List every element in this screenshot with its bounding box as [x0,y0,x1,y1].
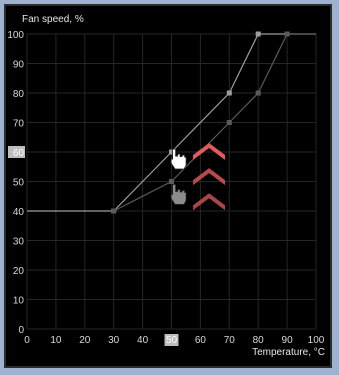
y-tick-label-70: 70 [13,119,25,130]
y-tick-label-90: 90 [13,60,25,71]
x-tick-label-60: 60 [195,335,207,346]
curve-point-1-3[interactable] [255,90,261,96]
x-tick-highlight [164,334,179,346]
x-tick-label-50: 50 [166,335,178,346]
y-axis-title: Fan speed, % [22,14,84,25]
x-tick-label-20: 20 [79,335,91,346]
curve-point-0-4[interactable] [255,31,261,37]
curve-point-1-0[interactable] [111,208,117,214]
cursor-ghost [170,184,187,205]
y-tick-label-50: 50 [13,178,25,189]
y-tick-label-60: 60 [13,148,25,159]
chevron-up-icon [193,143,226,161]
curve-point-1-4[interactable] [284,31,290,37]
x-axis-title: Temperature, °C [252,347,325,358]
curve-points [111,31,290,214]
y-tick-label-40: 40 [13,207,25,218]
cursors [170,148,187,205]
y-tick-label-100: 100 [7,30,24,41]
curve-point-1-1[interactable] [169,179,174,184]
speed-up-arrows [193,143,226,211]
grid [26,33,317,330]
y-tick-label-10: 10 [13,296,25,307]
curve-point-0-3[interactable] [226,90,232,96]
y-tick-label-20: 20 [13,266,25,277]
x-tick-label-90: 90 [282,335,294,346]
hand-pointer-icon [170,184,187,205]
chevron-up-icon [193,193,226,211]
y-tick-label-80: 80 [13,89,25,100]
x-tick-label-10: 10 [50,335,62,346]
x-tick-label-100: 100 [308,335,325,346]
cursor-active [170,148,187,170]
x-tick-label-70: 70 [224,335,236,346]
x-tick-label-80: 80 [253,335,265,346]
curve-point-0-2[interactable] [169,149,174,155]
curve-point-1-2[interactable] [226,120,232,125]
chevron-up-icon [193,168,226,186]
y-tick-highlight [8,146,25,158]
x-tick-label-40: 40 [137,335,149,346]
x-tick-labels: 0 10 20 30 40 50 60 70 80 90 100 [24,334,325,346]
y-tick-labels: 0 10 20 30 40 50 60 70 80 90 100 [7,30,25,336]
series-line-1 [113,33,316,212]
y-tick-label-0: 0 [18,325,24,336]
x-tick-label-30: 30 [108,335,120,346]
hand-pointer-icon [170,148,187,170]
x-tick-label-0: 0 [24,335,30,346]
fan-curve-panel [4,4,332,368]
y-tick-label-30: 30 [13,237,25,248]
